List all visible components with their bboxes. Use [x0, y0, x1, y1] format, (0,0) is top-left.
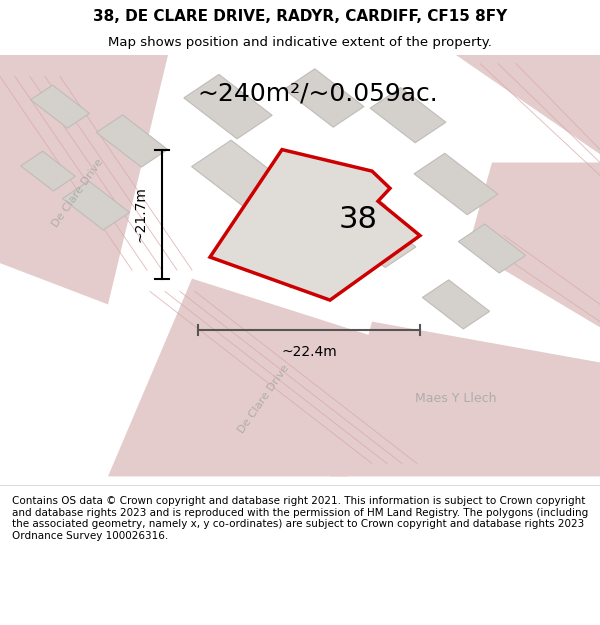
Polygon shape — [210, 149, 420, 300]
Polygon shape — [62, 181, 130, 230]
Text: 38: 38 — [339, 204, 378, 234]
Polygon shape — [468, 162, 600, 334]
Polygon shape — [0, 55, 168, 304]
Polygon shape — [191, 140, 289, 211]
Polygon shape — [456, 55, 600, 162]
Text: ~21.7m: ~21.7m — [133, 186, 147, 242]
Text: Maes Y Llech: Maes Y Llech — [415, 392, 497, 406]
Polygon shape — [233, 217, 331, 288]
Polygon shape — [422, 280, 490, 329]
Polygon shape — [370, 88, 446, 142]
Text: ~22.4m: ~22.4m — [281, 345, 337, 359]
Polygon shape — [458, 224, 526, 273]
Text: De Clare Drive: De Clare Drive — [50, 156, 106, 229]
Text: De Clare Drive: De Clare Drive — [236, 363, 292, 435]
Polygon shape — [298, 165, 386, 229]
Text: 38, DE CLARE DRIVE, RADYR, CARDIFF, CF15 8FY: 38, DE CLARE DRIVE, RADYR, CARDIFF, CF15… — [93, 9, 507, 24]
Text: Map shows position and indicative extent of the property.: Map shows position and indicative extent… — [108, 36, 492, 49]
Polygon shape — [31, 85, 89, 128]
Polygon shape — [20, 151, 76, 191]
Polygon shape — [340, 213, 416, 268]
Polygon shape — [97, 115, 167, 167]
Polygon shape — [330, 322, 600, 476]
Text: Contains OS data © Crown copyright and database right 2021. This information is : Contains OS data © Crown copyright and d… — [12, 496, 588, 541]
Polygon shape — [284, 69, 364, 127]
Polygon shape — [184, 74, 272, 139]
Polygon shape — [414, 153, 498, 215]
Text: ~240m²/~0.059ac.: ~240m²/~0.059ac. — [197, 82, 439, 106]
Polygon shape — [108, 279, 408, 476]
